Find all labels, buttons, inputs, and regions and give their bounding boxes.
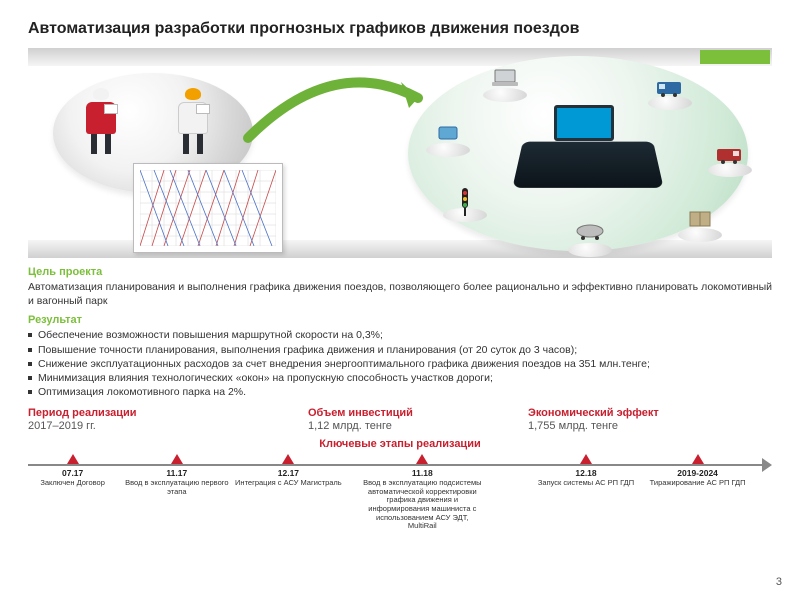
timeline-milestone: 2019-2024Тиражирование АС РП ГДП	[638, 454, 758, 488]
milestone-desc: Тиражирование АС РП ГДП	[638, 479, 758, 488]
milestone-marker-icon	[171, 454, 183, 464]
milestone-date: 11.17	[117, 468, 237, 478]
milestone-desc: Ввод в эксплуатацию подсистемы автоматич…	[362, 479, 482, 531]
page-title: Автоматизация разработки прогнозных граф…	[28, 20, 772, 38]
timeline-milestone: 11.17Ввод в эксплуатацию первого этапа	[117, 454, 237, 496]
list-item: Минимизация влияния технологических «око…	[28, 371, 772, 385]
tanker-icon	[568, 223, 612, 257]
gradient-top	[28, 48, 772, 66]
green-accent-icon	[700, 50, 770, 64]
timeline-milestone: 12.18Запуск системы АС РП ГДП	[526, 454, 646, 488]
milestone-date: 11.18	[362, 468, 482, 478]
worker-icon	[178, 88, 208, 154]
laptop-icon	[483, 68, 527, 102]
kpi-row: Период реализации 2017–2019 гг. Объем ин…	[28, 407, 772, 432]
train-icon	[648, 76, 692, 110]
kpi-effect-label: Экономический эффект	[528, 407, 659, 419]
milestone-marker-icon	[416, 454, 428, 464]
kpi-invest-label: Объем инвестиций	[308, 407, 528, 419]
timeline-milestone: 07.17Заключен Договор	[13, 454, 133, 488]
milestone-desc: Ввод в эксплуатацию первого этапа	[117, 479, 237, 496]
milestone-desc: Запуск системы АС РП ГДП	[526, 479, 646, 488]
worker-icon	[86, 88, 116, 154]
goal-text: Автоматизация планирования и выполнения …	[28, 280, 772, 308]
stages-heading: Ключевые этапы реализации	[28, 438, 772, 450]
signal-icon	[443, 188, 487, 222]
result-list: Обеспечение возможности повышения маршру…	[28, 328, 772, 399]
result-heading: Результат	[28, 314, 772, 326]
box-icon	[678, 208, 722, 242]
device-icon	[426, 123, 470, 157]
hero-illustration	[28, 48, 772, 258]
milestone-date: 12.17	[228, 468, 348, 478]
kpi-invest-value: 1,12 млрд. тенге	[308, 420, 528, 432]
kpi-period-label: Период реализации	[28, 407, 308, 419]
milestone-date: 07.17	[13, 468, 133, 478]
kpi-effect-value: 1,755 млрд. тенге	[528, 420, 659, 432]
timeline-milestone: 12.17Интеграция с АСУ Магистраль	[228, 454, 348, 488]
milestone-date: 2019-2024	[638, 468, 758, 478]
goal-heading: Цель проекта	[28, 266, 772, 278]
timeline-arrowhead-icon	[762, 458, 772, 472]
kpi-period-value: 2017–2019 гг.	[28, 420, 308, 432]
milestone-marker-icon	[282, 454, 294, 464]
schedule-chart-icon	[133, 163, 283, 253]
milestone-desc: Заключен Договор	[13, 479, 133, 488]
list-item: Обеспечение возможности повышения маршру…	[28, 328, 772, 342]
list-item: Оптимизация локомотивного парка на 2%.	[28, 385, 772, 399]
milestone-date: 12.18	[526, 468, 646, 478]
milestone-marker-icon	[580, 454, 592, 464]
list-item: Повышение точности планирования, выполне…	[28, 343, 772, 357]
timeline: 07.17Заключен Договор11.17Ввод в эксплуа…	[28, 454, 772, 526]
milestone-marker-icon	[67, 454, 79, 464]
timeline-milestone: 11.18Ввод в эксплуатацию подсистемы авто…	[362, 454, 482, 531]
loco-icon	[708, 143, 752, 177]
list-item: Снижение эксплуатационных расходов за сч…	[28, 357, 772, 371]
milestone-desc: Интеграция с АСУ Магистраль	[228, 479, 348, 488]
control-console-icon	[518, 133, 658, 193]
page-number: 3	[776, 576, 782, 588]
arrow-icon	[243, 68, 443, 158]
milestone-marker-icon	[692, 454, 704, 464]
